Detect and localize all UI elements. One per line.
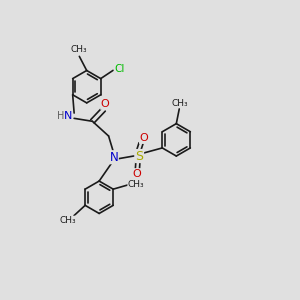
Text: S: S xyxy=(136,149,143,163)
Text: CH₃: CH₃ xyxy=(128,180,145,189)
Text: O: O xyxy=(140,134,148,143)
Text: N: N xyxy=(110,151,118,164)
Text: CH₃: CH₃ xyxy=(172,98,188,107)
Text: H: H xyxy=(57,111,64,121)
Text: Cl: Cl xyxy=(114,64,125,74)
Text: O: O xyxy=(132,169,141,179)
Text: CH₃: CH₃ xyxy=(59,216,76,225)
Text: CH₃: CH₃ xyxy=(70,45,87,54)
Text: O: O xyxy=(101,99,110,109)
Text: N: N xyxy=(64,111,72,121)
